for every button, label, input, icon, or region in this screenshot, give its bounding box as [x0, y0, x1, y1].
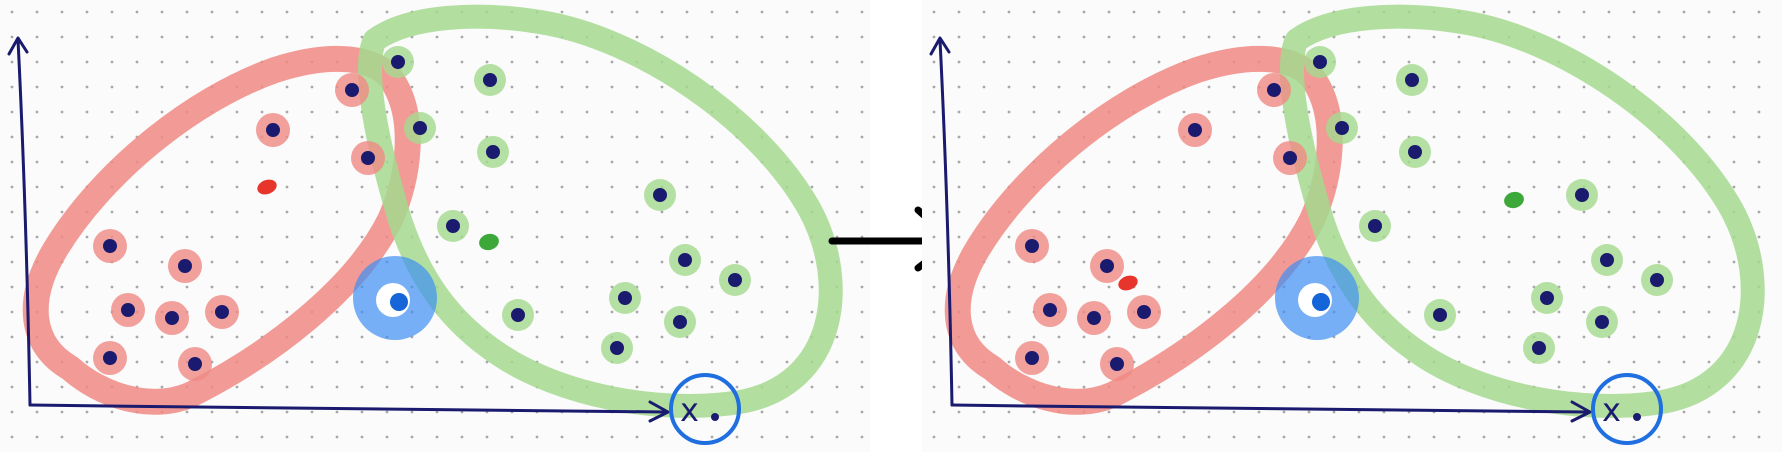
x0-label: x	[680, 391, 699, 429]
green-centroid-marker	[1504, 191, 1524, 209]
red-centroid-marker	[1118, 275, 1138, 291]
x0-marker: x	[1591, 373, 1663, 445]
red-centroid-marker	[257, 179, 277, 195]
x0-label: x	[1602, 391, 1621, 429]
x0-marker: x	[669, 373, 741, 445]
panel-after: x	[922, 0, 1782, 452]
green-centroid-marker	[479, 233, 499, 251]
panel-before: x	[0, 0, 870, 452]
